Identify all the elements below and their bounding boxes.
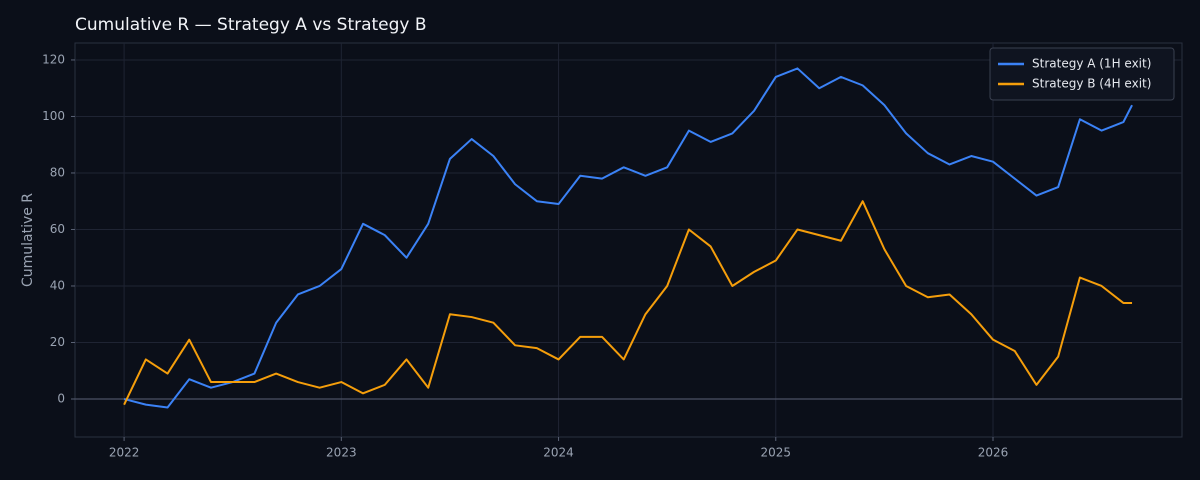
x-tick-label: 2026 bbox=[978, 446, 1009, 460]
y-tick-label: 0 bbox=[57, 391, 65, 405]
y-tick-label: 60 bbox=[50, 222, 65, 236]
legend: Strategy A (1H exit) Strategy B (4H exit) bbox=[989, 47, 1175, 101]
series-line bbox=[123, 67, 1133, 409]
x-tick-label: 2025 bbox=[761, 446, 792, 460]
legend-label: Strategy B (4H exit) bbox=[1032, 77, 1151, 91]
plot-area bbox=[74, 42, 1183, 438]
y-tick-label: 80 bbox=[50, 165, 65, 179]
legend-box bbox=[989, 47, 1175, 101]
chart-title: Cumulative R — Strategy A vs Strategy B bbox=[75, 15, 427, 35]
y-axis-label: Cumulative R bbox=[20, 193, 36, 287]
series-line bbox=[123, 200, 1133, 406]
x-tick-label: 2022 bbox=[109, 446, 140, 460]
y-tick-label: 120 bbox=[42, 52, 65, 66]
x-tick-label: 2023 bbox=[326, 446, 357, 460]
legend-label: Strategy A (1H exit) bbox=[1032, 57, 1151, 71]
y-tick-label: 40 bbox=[50, 278, 65, 292]
y-tick-label: 100 bbox=[42, 109, 65, 123]
y-tick-label: 20 bbox=[50, 335, 65, 349]
x-tick-label: 2024 bbox=[543, 446, 574, 460]
